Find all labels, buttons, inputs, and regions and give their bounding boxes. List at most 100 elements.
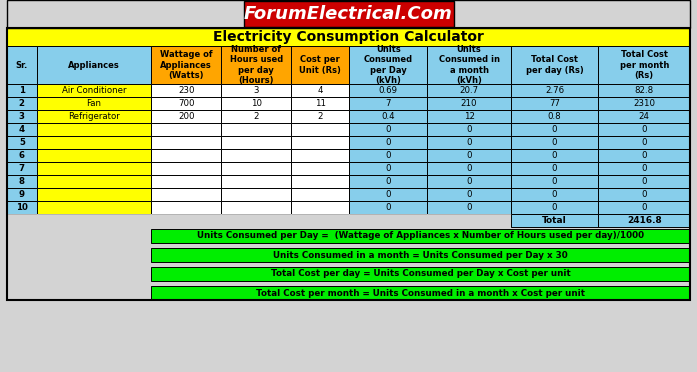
Bar [7,175,37,188]
Bar [37,162,151,175]
Bar [37,136,151,149]
Bar [151,286,690,300]
Bar [427,162,511,175]
Bar [599,188,690,201]
Bar [427,201,511,214]
Bar [221,123,291,136]
Bar [7,201,37,214]
Text: 0: 0 [385,125,391,134]
Bar [427,46,511,84]
Text: 3: 3 [254,86,259,95]
Bar [37,214,151,227]
Text: 0: 0 [466,190,472,199]
Text: 0: 0 [385,138,391,147]
Bar [151,188,221,201]
Bar [37,84,151,97]
Bar [511,149,599,162]
Bar [349,46,427,84]
Bar [221,214,291,227]
Bar [349,123,427,136]
Bar [349,214,427,227]
Bar [37,248,151,262]
Text: 8: 8 [19,177,25,186]
Bar [37,229,151,243]
Text: 0.69: 0.69 [378,86,398,95]
Bar [599,46,690,84]
Bar [151,97,221,110]
Bar [511,136,599,149]
Text: 11: 11 [315,99,325,108]
Bar [151,84,221,97]
Bar [151,123,221,136]
Bar [151,162,221,175]
Bar [599,175,690,188]
Bar [221,175,291,188]
Bar [7,97,37,110]
Bar [349,175,427,188]
Bar [349,97,427,110]
Bar [291,97,349,110]
Bar [151,267,690,281]
Bar [511,84,599,97]
Text: 2: 2 [19,99,25,108]
Text: 210: 210 [461,99,477,108]
Bar [599,97,690,110]
Text: 0: 0 [385,203,391,212]
Bar [291,214,349,227]
Bar [427,136,511,149]
Bar [291,136,349,149]
Bar [349,162,427,175]
Text: Wattage of
Appliances
(Watts): Wattage of Appliances (Watts) [160,50,213,80]
Bar [291,123,349,136]
Bar [221,110,291,123]
Bar [427,214,511,227]
Bar [243,1,454,27]
Bar [151,229,690,243]
Text: 5: 5 [19,138,25,147]
Text: Number of
Hours used
per day
(Hours): Number of Hours used per day (Hours) [229,45,283,85]
Bar [7,28,690,46]
Text: Total Cost
per day (Rs): Total Cost per day (Rs) [526,55,583,75]
Bar [37,175,151,188]
Text: 77: 77 [549,99,560,108]
Bar [349,110,427,123]
Bar [427,97,511,110]
Bar [291,201,349,214]
Text: 2310: 2310 [633,99,655,108]
Text: 7: 7 [19,164,25,173]
Bar [7,123,37,136]
Text: Units
Consumed
per Day
(kVh): Units Consumed per Day (kVh) [364,45,413,85]
Text: 0: 0 [466,151,472,160]
Bar [221,188,291,201]
Bar [151,175,221,188]
Bar [7,286,37,300]
Bar [37,110,151,123]
Bar [599,214,690,227]
Bar [599,162,690,175]
Bar [511,188,599,201]
Text: Sr.: Sr. [16,61,28,70]
Text: 0: 0 [466,125,472,134]
Text: 0: 0 [466,203,472,212]
Bar [511,162,599,175]
Text: 0: 0 [641,138,647,147]
Text: 0: 0 [641,125,647,134]
Bar [37,123,151,136]
Bar [599,149,690,162]
Text: Units
Consumed in
a month
(kVh): Units Consumed in a month (kVh) [438,45,500,85]
Text: 0: 0 [641,177,647,186]
Bar [7,28,690,300]
Text: 1: 1 [19,86,25,95]
Bar [151,214,221,227]
Bar [151,248,690,262]
Bar [349,136,427,149]
Bar [291,84,349,97]
Text: Units Consumed in a month = Units Consumed per Day x 30: Units Consumed in a month = Units Consum… [273,250,568,260]
Bar [37,188,151,201]
Text: Total Cost
per month
(Rs): Total Cost per month (Rs) [620,50,669,80]
Bar [0,0,697,28]
Bar [37,201,151,214]
Bar [151,149,221,162]
Bar [151,201,221,214]
Bar [221,201,291,214]
